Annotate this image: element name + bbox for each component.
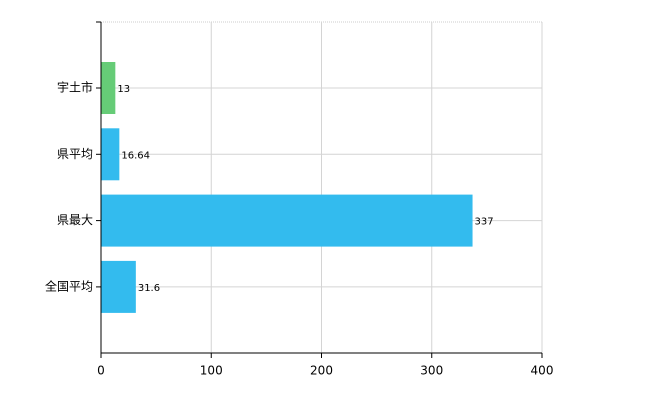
bar <box>101 260 136 313</box>
x-tick-label: 200 <box>310 364 333 378</box>
value-label: 13 <box>117 84 130 95</box>
value-label: 31.6 <box>138 283 160 294</box>
y-tick-label: 全国平均 <box>45 278 93 293</box>
y-tick-label: 県平均 <box>57 147 93 161</box>
x-tick-label: 0 <box>97 364 105 378</box>
value-label: 16.64 <box>121 150 150 161</box>
y-tick-label: 県最大 <box>57 213 93 227</box>
x-tick-label: 100 <box>200 364 223 378</box>
bar <box>101 194 473 247</box>
bar <box>101 128 120 181</box>
x-tick-label: 400 <box>531 364 554 378</box>
x-tick-label: 300 <box>420 364 443 378</box>
value-label: 337 <box>475 217 494 228</box>
bar <box>101 62 116 114</box>
y-tick-label: 宇土市 <box>57 80 93 95</box>
